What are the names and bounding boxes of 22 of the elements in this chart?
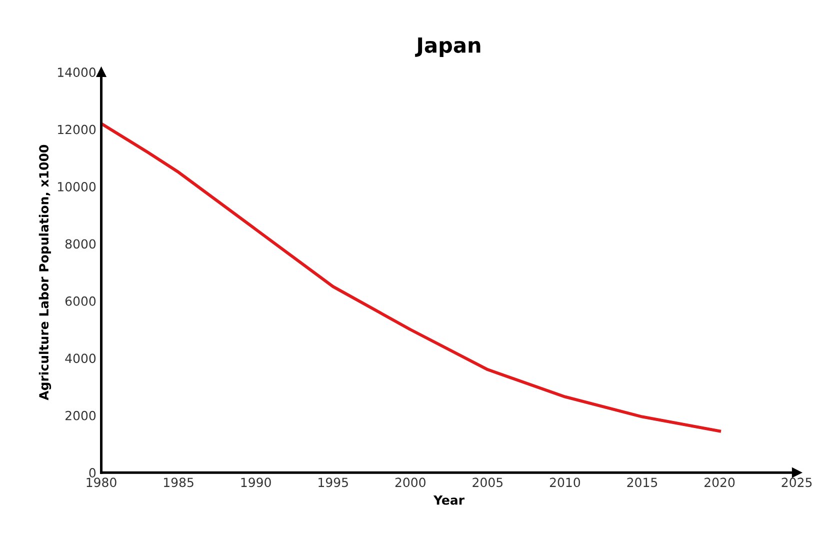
x-tick-label: 2000 bbox=[395, 478, 426, 488]
x-tick-label: 1995 bbox=[318, 478, 348, 488]
x-tick-label: 1985 bbox=[164, 478, 194, 488]
y-tick-label: 4000 bbox=[65, 354, 96, 364]
x-tick-label: 2005 bbox=[472, 478, 502, 488]
x-tick-label: 1990 bbox=[241, 478, 271, 488]
x-tick-label: 1980 bbox=[86, 478, 116, 488]
x-tick-label: 2010 bbox=[550, 478, 580, 488]
x-tick-label: 2025 bbox=[782, 478, 812, 488]
x-axis-title: Year bbox=[433, 495, 464, 505]
y-tick-label: 10000 bbox=[58, 182, 96, 192]
y-tick-label: 6000 bbox=[65, 296, 96, 306]
y-axis-title: Agriculture Labor Population, x1000 bbox=[38, 144, 52, 400]
chart-title: Japan bbox=[415, 37, 480, 57]
y-tick-label: 14000 bbox=[58, 68, 96, 78]
y-tick-label: 2000 bbox=[66, 410, 96, 420]
y-tick-label: 0 bbox=[89, 468, 96, 478]
y-tick-label: 12000 bbox=[58, 124, 96, 134]
line-series bbox=[101, 122, 722, 433]
x-tick-label: 2015 bbox=[627, 478, 658, 488]
y-tick-label: 8000 bbox=[65, 239, 96, 249]
x-tick-label: 2020 bbox=[704, 478, 735, 488]
